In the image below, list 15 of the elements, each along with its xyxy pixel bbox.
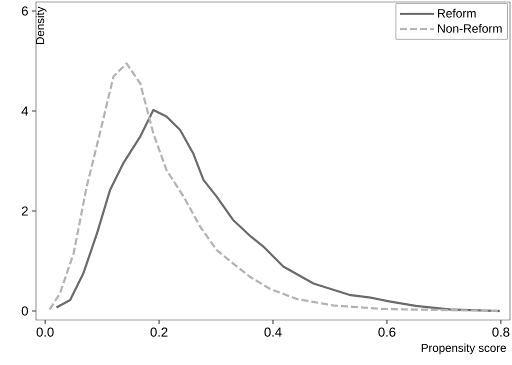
x-tick-label: 0.2 <box>150 328 168 337</box>
line-series <box>48 62 501 312</box>
y-tick-label: 4 <box>22 106 28 116</box>
x-axis-title: Propensity score <box>422 344 506 354</box>
y-tick-label: 2 <box>22 206 28 216</box>
line-series <box>55 108 501 312</box>
y-tick-label: 0 <box>22 306 28 316</box>
legend-label: Non-Reform <box>438 24 502 33</box>
legend-label: Reform <box>438 8 476 18</box>
y-tick-label: 6 <box>22 6 28 16</box>
x-tick-label: 0.8 <box>492 328 510 337</box>
y-axis-title: Density <box>36 6 46 44</box>
x-tick-label: 0.0 <box>36 328 54 337</box>
x-tick-label: 0.6 <box>378 328 396 337</box>
x-tick-label: 0.4 <box>264 328 282 337</box>
